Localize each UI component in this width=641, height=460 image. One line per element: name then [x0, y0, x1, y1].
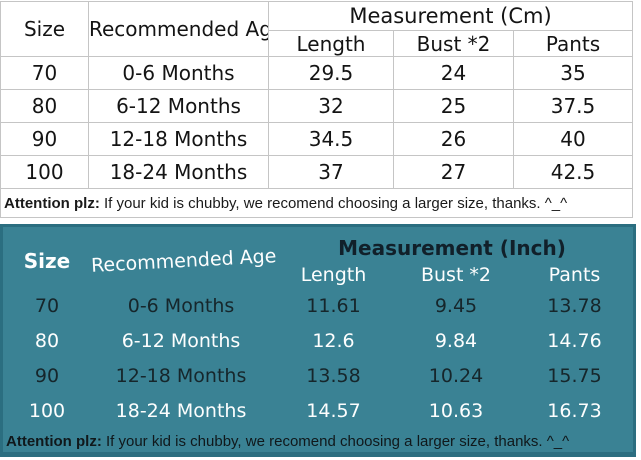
bust-cell: 9.45: [434, 294, 478, 317]
attention-note-inch: Attention plz: If your kid is chubby, we…: [3, 428, 633, 450]
inch-col-header-pants: Pants: [548, 264, 601, 286]
bust-cell: 9.84: [434, 329, 478, 352]
inch-row-size-70: 70 0-6 Months 11.61 9.45 13.78: [3, 288, 633, 323]
age-cell: 6-12 Months: [88, 89, 269, 123]
bust-cell: 27: [393, 155, 514, 189]
pants-cell: 14.76: [547, 329, 602, 352]
bust-cell: 10.24: [428, 364, 484, 387]
pants-cell: 40: [512, 122, 634, 156]
pants-cell: 13.78: [547, 294, 602, 317]
length-cell: 34.5: [268, 122, 394, 156]
attention-label: Attention plz:: [6, 433, 102, 450]
inch-col-header-length: Length: [300, 264, 367, 286]
age-cell: 18-24 Months: [88, 155, 269, 189]
age-cell: 18-24 Months: [115, 399, 247, 422]
cm-row-size-90: 90 12-18 Months 34.5 26 40: [0, 122, 634, 156]
cm-measurement-group-header: Measurement (Cm): [267, 1, 634, 31]
inch-col-header-bust: Bust *2: [420, 264, 492, 286]
inch-header-row-1: Size Recommended Age Measurement (Inch): [3, 234, 633, 277]
bust-cell: 10.63: [428, 399, 484, 422]
bust-cell: 24: [393, 56, 514, 90]
pants-cell: 35: [512, 56, 634, 90]
cm-attention-row: Attention plz: If your kid is chubby, we…: [0, 188, 634, 218]
size-cell: 90: [34, 364, 60, 387]
inch-col-header-age: Recommended Age: [90, 245, 277, 277]
attention-text: If your kid is chubby, we recomend choos…: [101, 433, 570, 450]
length-cell: 11.61: [306, 294, 361, 317]
pants-cell: 37.5: [512, 89, 634, 123]
length-cell: 32: [268, 89, 394, 123]
length-cell: 29.5: [268, 56, 394, 90]
inch-row-size-100: 100 18-24 Months 14.57 10.63 16.73: [3, 393, 633, 428]
cm-row-size-80: 80 6-12 Months 32 25 37.5: [0, 89, 634, 123]
pants-cell: 16.73: [547, 399, 602, 422]
inch-col-header-size: Size: [23, 249, 71, 273]
size-cell: 100: [28, 399, 66, 422]
attention-text: If your kid is chubby, we recomend choos…: [99, 194, 568, 212]
cm-row-size-70: 70 0-6 Months 29.5 24 35: [0, 56, 634, 90]
cm-col-header-pants: Pants: [512, 30, 634, 57]
pants-cell: 15.75: [547, 364, 602, 387]
inch-size-table: Size Recommended Age Measurement (Inch) …: [3, 234, 633, 428]
cm-col-header-size: Size: [0, 1, 89, 57]
cm-header-row-2: Length Bust *2 Pants: [1, 30, 634, 57]
cm-col-header-bust: Bust *2: [393, 30, 514, 57]
attention-label: Attention plz:: [4, 194, 100, 212]
inch-row-size-80: 80 6-12 Months 12.6 9.84 14.76: [3, 323, 633, 358]
inch-measurement-group-header: Measurement (Inch): [338, 236, 566, 260]
age-cell: 12-18 Months: [88, 122, 269, 156]
length-cell: 14.57: [306, 399, 361, 422]
length-cell: 13.58: [306, 364, 361, 387]
inch-row-size-90: 90 12-18 Months 13.58 10.24 15.75: [3, 358, 633, 393]
length-cell: 12.6: [312, 329, 355, 352]
age-cell: 6-12 Months: [121, 329, 241, 352]
size-cell: 80: [34, 329, 60, 352]
length-cell: 37: [268, 155, 394, 189]
bust-cell: 25: [393, 89, 514, 123]
attention-note-cm: Attention plz: If your kid is chubby, we…: [0, 188, 634, 218]
cm-col-header-age: Recommended Age: [88, 1, 269, 57]
inch-section: Size Recommended Age Measurement (Inch) …: [0, 224, 636, 457]
inch-header-row-2: Length Bust *2 Pants: [3, 262, 633, 288]
age-cell: 12-18 Months: [115, 364, 247, 387]
size-cell: 80: [0, 89, 89, 123]
size-cell: 90: [0, 122, 89, 156]
size-cell: 70: [0, 56, 89, 90]
bust-cell: 26: [393, 122, 514, 156]
age-cell: 0-6 Months: [127, 294, 235, 317]
cm-col-header-length: Length: [268, 30, 394, 57]
cm-header-row-1: Size Recommended Age Measurement (Cm): [0, 1, 634, 57]
pants-cell: 42.5: [512, 155, 634, 189]
size-cell: 100: [0, 155, 89, 189]
cm-size-table: Size Recommended Age Measurement (Cm) Le…: [0, 1, 634, 218]
age-cell: 0-6 Months: [88, 56, 269, 90]
cm-row-size-100: 100 18-24 Months 37 27 42.5: [0, 155, 634, 189]
size-cell: 70: [34, 294, 60, 317]
